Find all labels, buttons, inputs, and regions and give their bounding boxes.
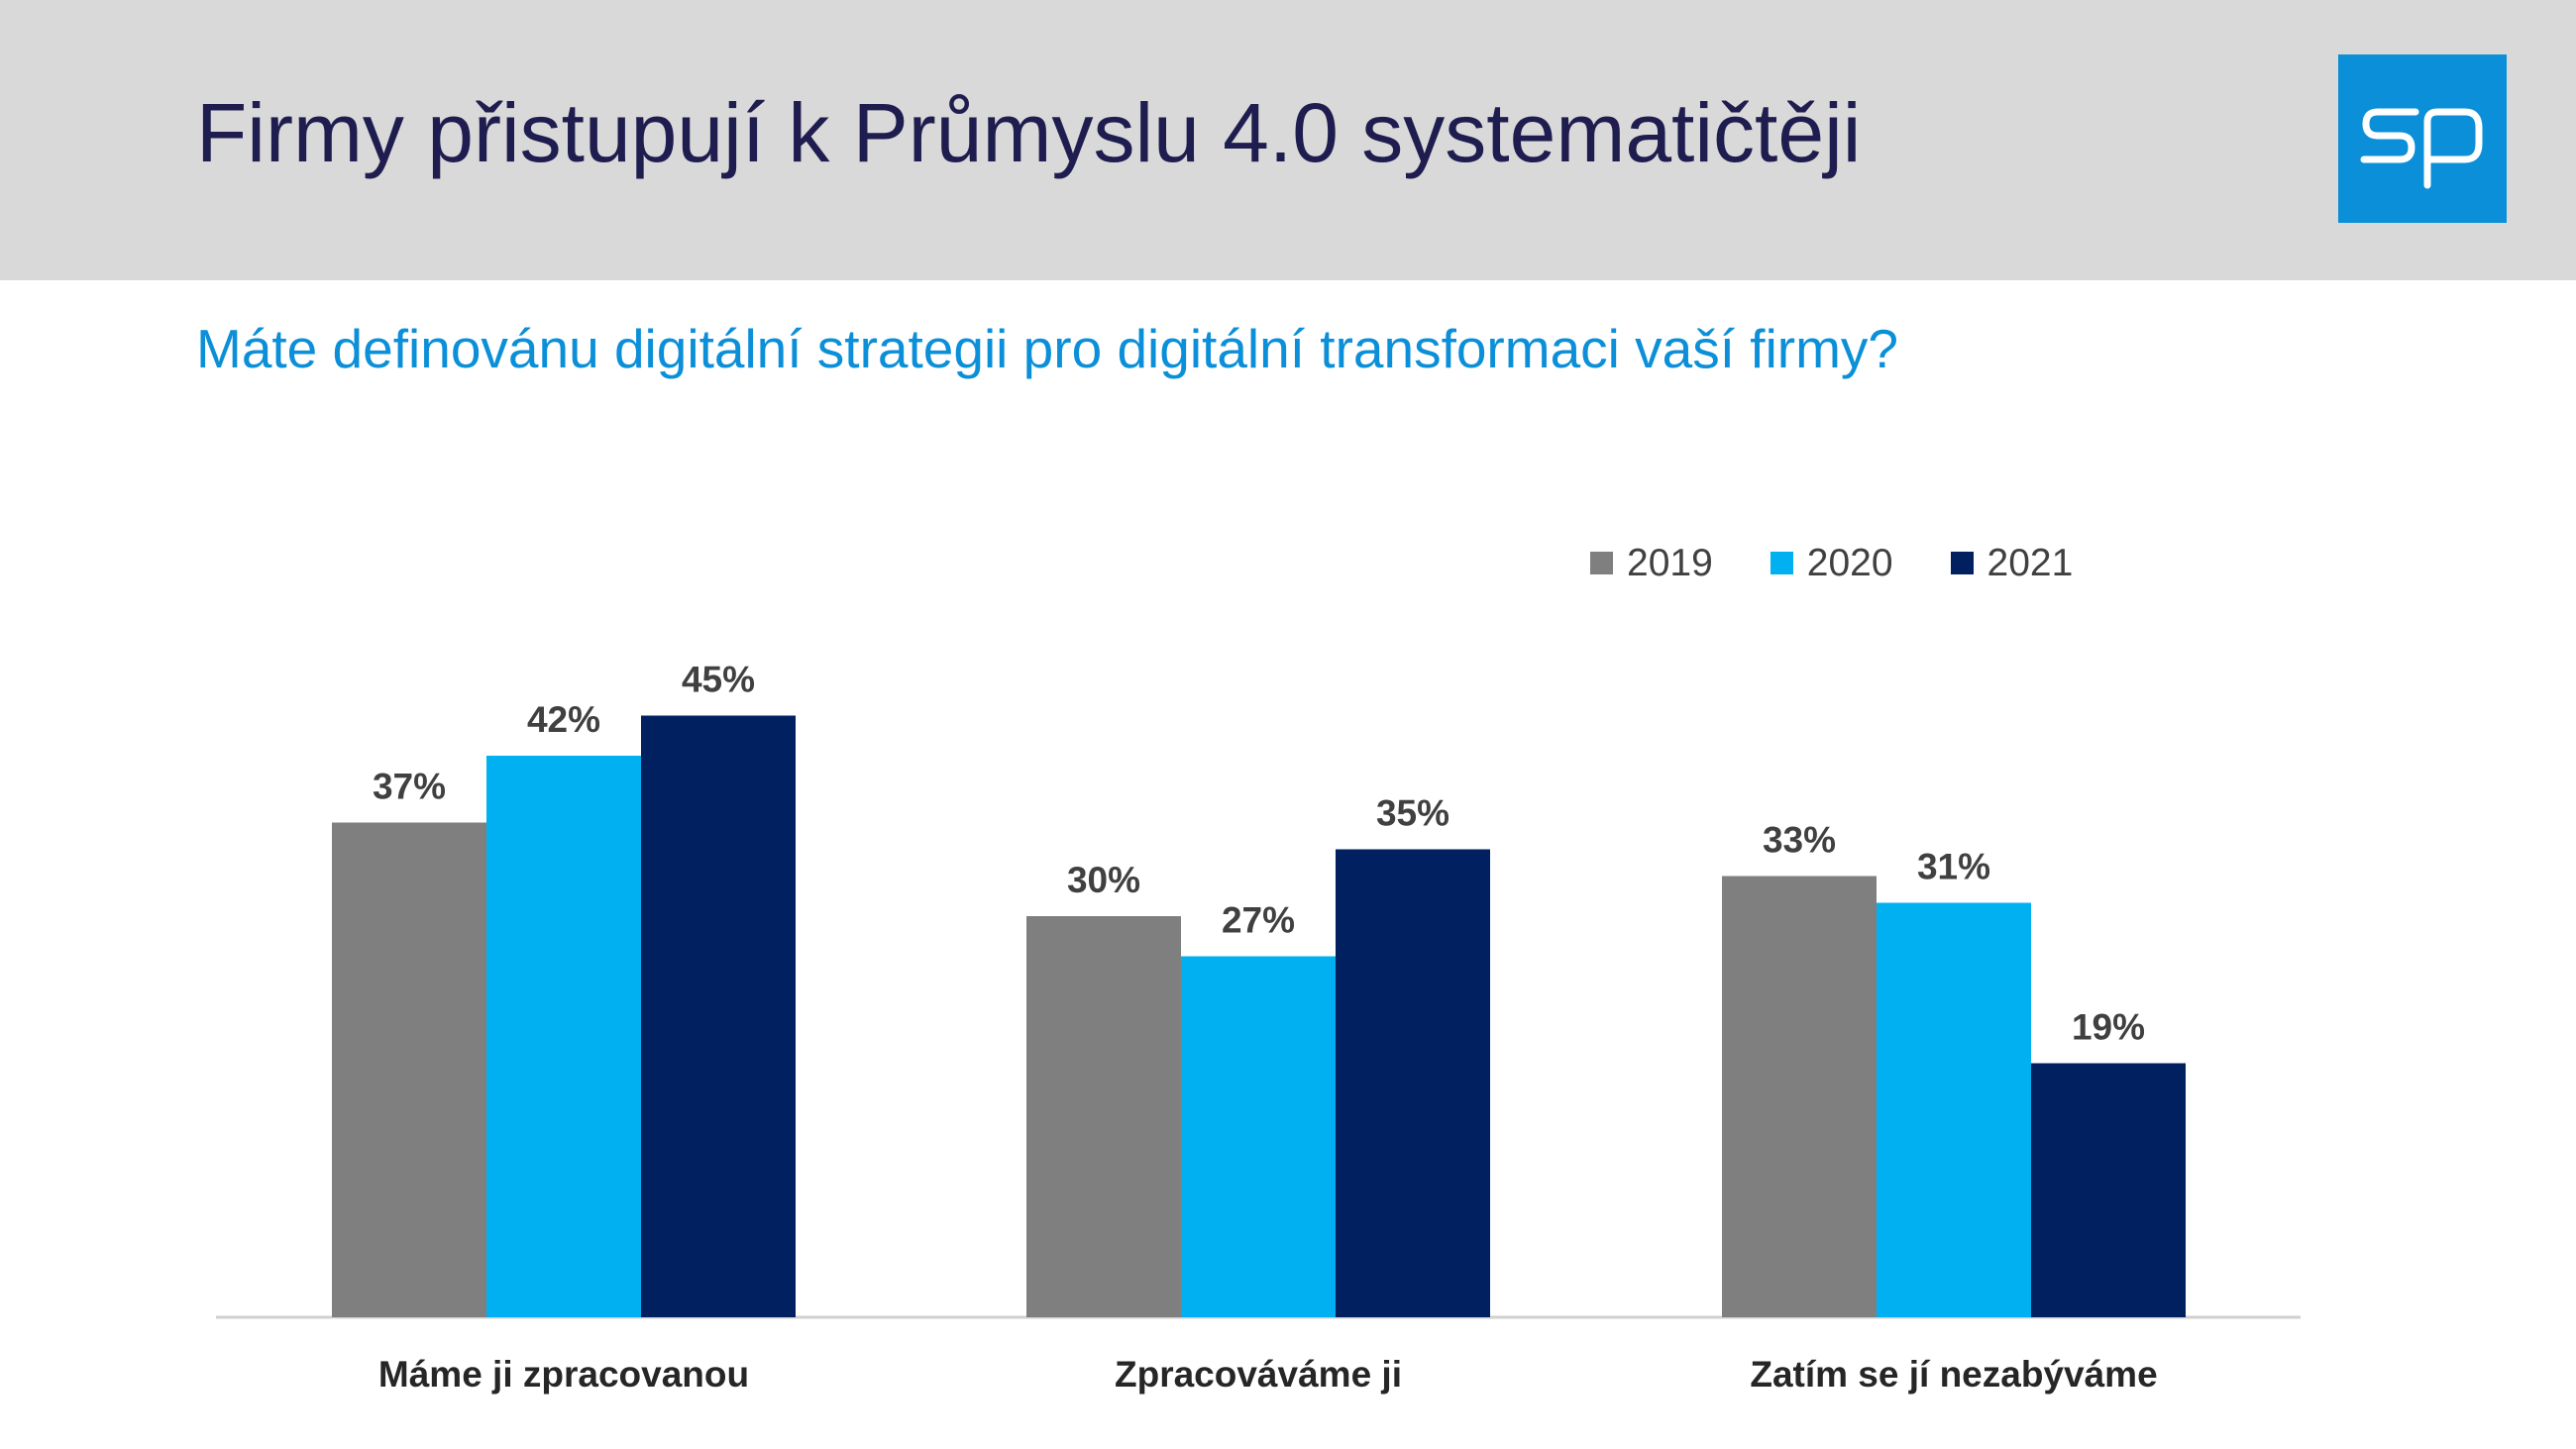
legend-swatch-2020 [1770,551,1793,574]
bar-2019-1 [332,822,486,1317]
category-label-1: Máme ji zpracovanou [378,1354,749,1395]
legend: 2019 2020 2021 [1590,538,2073,587]
legend-swatch-2019 [1590,551,1613,574]
data-label-2019-3: 33% [1763,820,1836,861]
bar-2019-2 [1026,916,1181,1317]
legend-label-2020: 2020 [1806,541,1893,584]
bar-2020-3 [1877,902,2031,1317]
data-label-2021-3: 19% [2072,1007,2145,1048]
legend-item-2021: 2021 [1950,541,2074,584]
legend-swatch-2021 [1950,551,1974,574]
legend-item-2019: 2019 [1590,544,1713,582]
category-label-2: Zpracováváme ji [1115,1354,1402,1395]
legend-label-2021: 2021 [1986,541,2074,584]
chart-question: Máte definovánu digitální strategii pro … [196,318,1899,379]
data-label-2020-3: 31% [1917,847,1990,887]
data-label-2020-1: 42% [527,699,600,740]
data-label-2019-1: 37% [373,767,446,807]
bar-2021-3 [2031,1063,2186,1317]
legend-item-2020: 2020 [1770,541,1893,584]
sp-logo [2338,54,2507,223]
data-label-2021-1: 45% [682,660,755,700]
bar-2020-2 [1181,956,1336,1317]
legend-label-2019: 2019 [1627,541,1713,584]
bar-2021-1 [641,715,796,1317]
bar-2020-1 [486,756,641,1317]
data-label-2019-2: 30% [1067,860,1140,900]
sp-logo-icon [2360,108,2483,189]
header-band [0,0,2576,280]
data-label-2020-2: 27% [1222,900,1295,941]
page-title: Firmy přistupují k Průmyslu 4.0 systemat… [196,86,1862,179]
data-label-2021-2: 35% [1376,793,1449,834]
category-label-3: Zatím se jí nezabýváme [1750,1354,2157,1395]
bar-2021-2 [1336,849,1490,1317]
bar-2019-3 [1722,876,1877,1317]
